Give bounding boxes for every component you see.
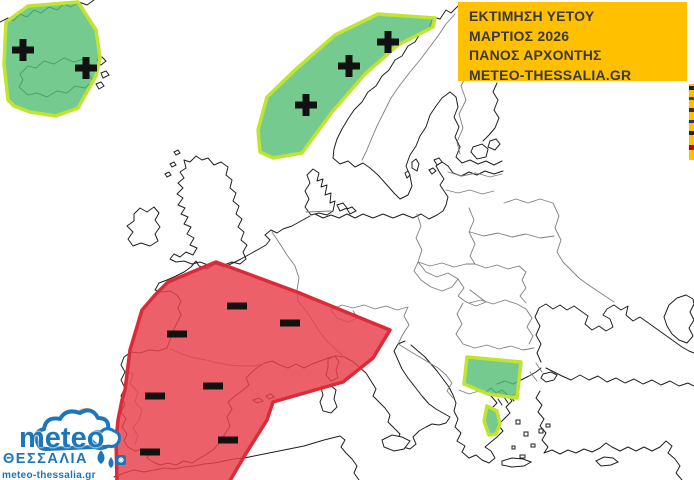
marker-bar <box>167 330 187 338</box>
logo-brand: meteo <box>19 422 105 454</box>
info-box-month: ΜΑΡΤΙΟΣ 2026 <box>469 27 570 44</box>
logo: meteo ΘΕΣΣΑΛΙΑ meteo-thessalia.gr <box>0 404 128 480</box>
marker-bar <box>384 31 392 53</box>
negative-region-iberia-france-nw-italy <box>114 260 392 480</box>
logo-cloud-icon <box>34 408 126 468</box>
forecast-markers <box>12 31 399 456</box>
positive-region-thessaly <box>482 404 502 437</box>
positive-region-iceland <box>2 0 102 118</box>
marker-bar <box>82 57 90 79</box>
positive-region-bulgaria-north-greece <box>462 355 523 400</box>
info-box-author: ΠΑΝΟΣ ΑΡΧΟΝΤΗΣ <box>469 47 602 63</box>
info-box-title: ΕΚΤΙΜΗΣΗ ΥΕΤΟΥ <box>469 8 595 24</box>
marker-bar <box>345 55 353 77</box>
positive-region-norway-coast <box>256 12 437 160</box>
marker-bar <box>19 39 27 61</box>
marker-bar <box>280 319 300 327</box>
marker-bar <box>145 392 165 400</box>
logo-url: meteo-thessalia.gr <box>2 470 96 480</box>
info-box: ΕΚΤΙΜΗΣΗ ΥΕΤΟΥ ΜΑΡΤΙΟΣ 2026 ΠΑΝΟΣ ΑΡΧΟΝΤ… <box>458 2 687 83</box>
small-cloud-icon <box>88 427 121 449</box>
logo-region: ΘΕΣΣΑΛΙΑ <box>3 451 88 467</box>
marker-bar <box>218 436 238 444</box>
marker-bar <box>140 448 160 456</box>
marker-bar <box>203 382 223 390</box>
marker-bar <box>302 94 310 116</box>
raindrop-icon <box>97 450 105 464</box>
right-edge-strip <box>689 84 694 160</box>
info-box-site: METEO-THESSALIA.GR <box>469 66 632 83</box>
marker-bar <box>227 302 247 310</box>
raindrop-icon <box>108 457 114 468</box>
